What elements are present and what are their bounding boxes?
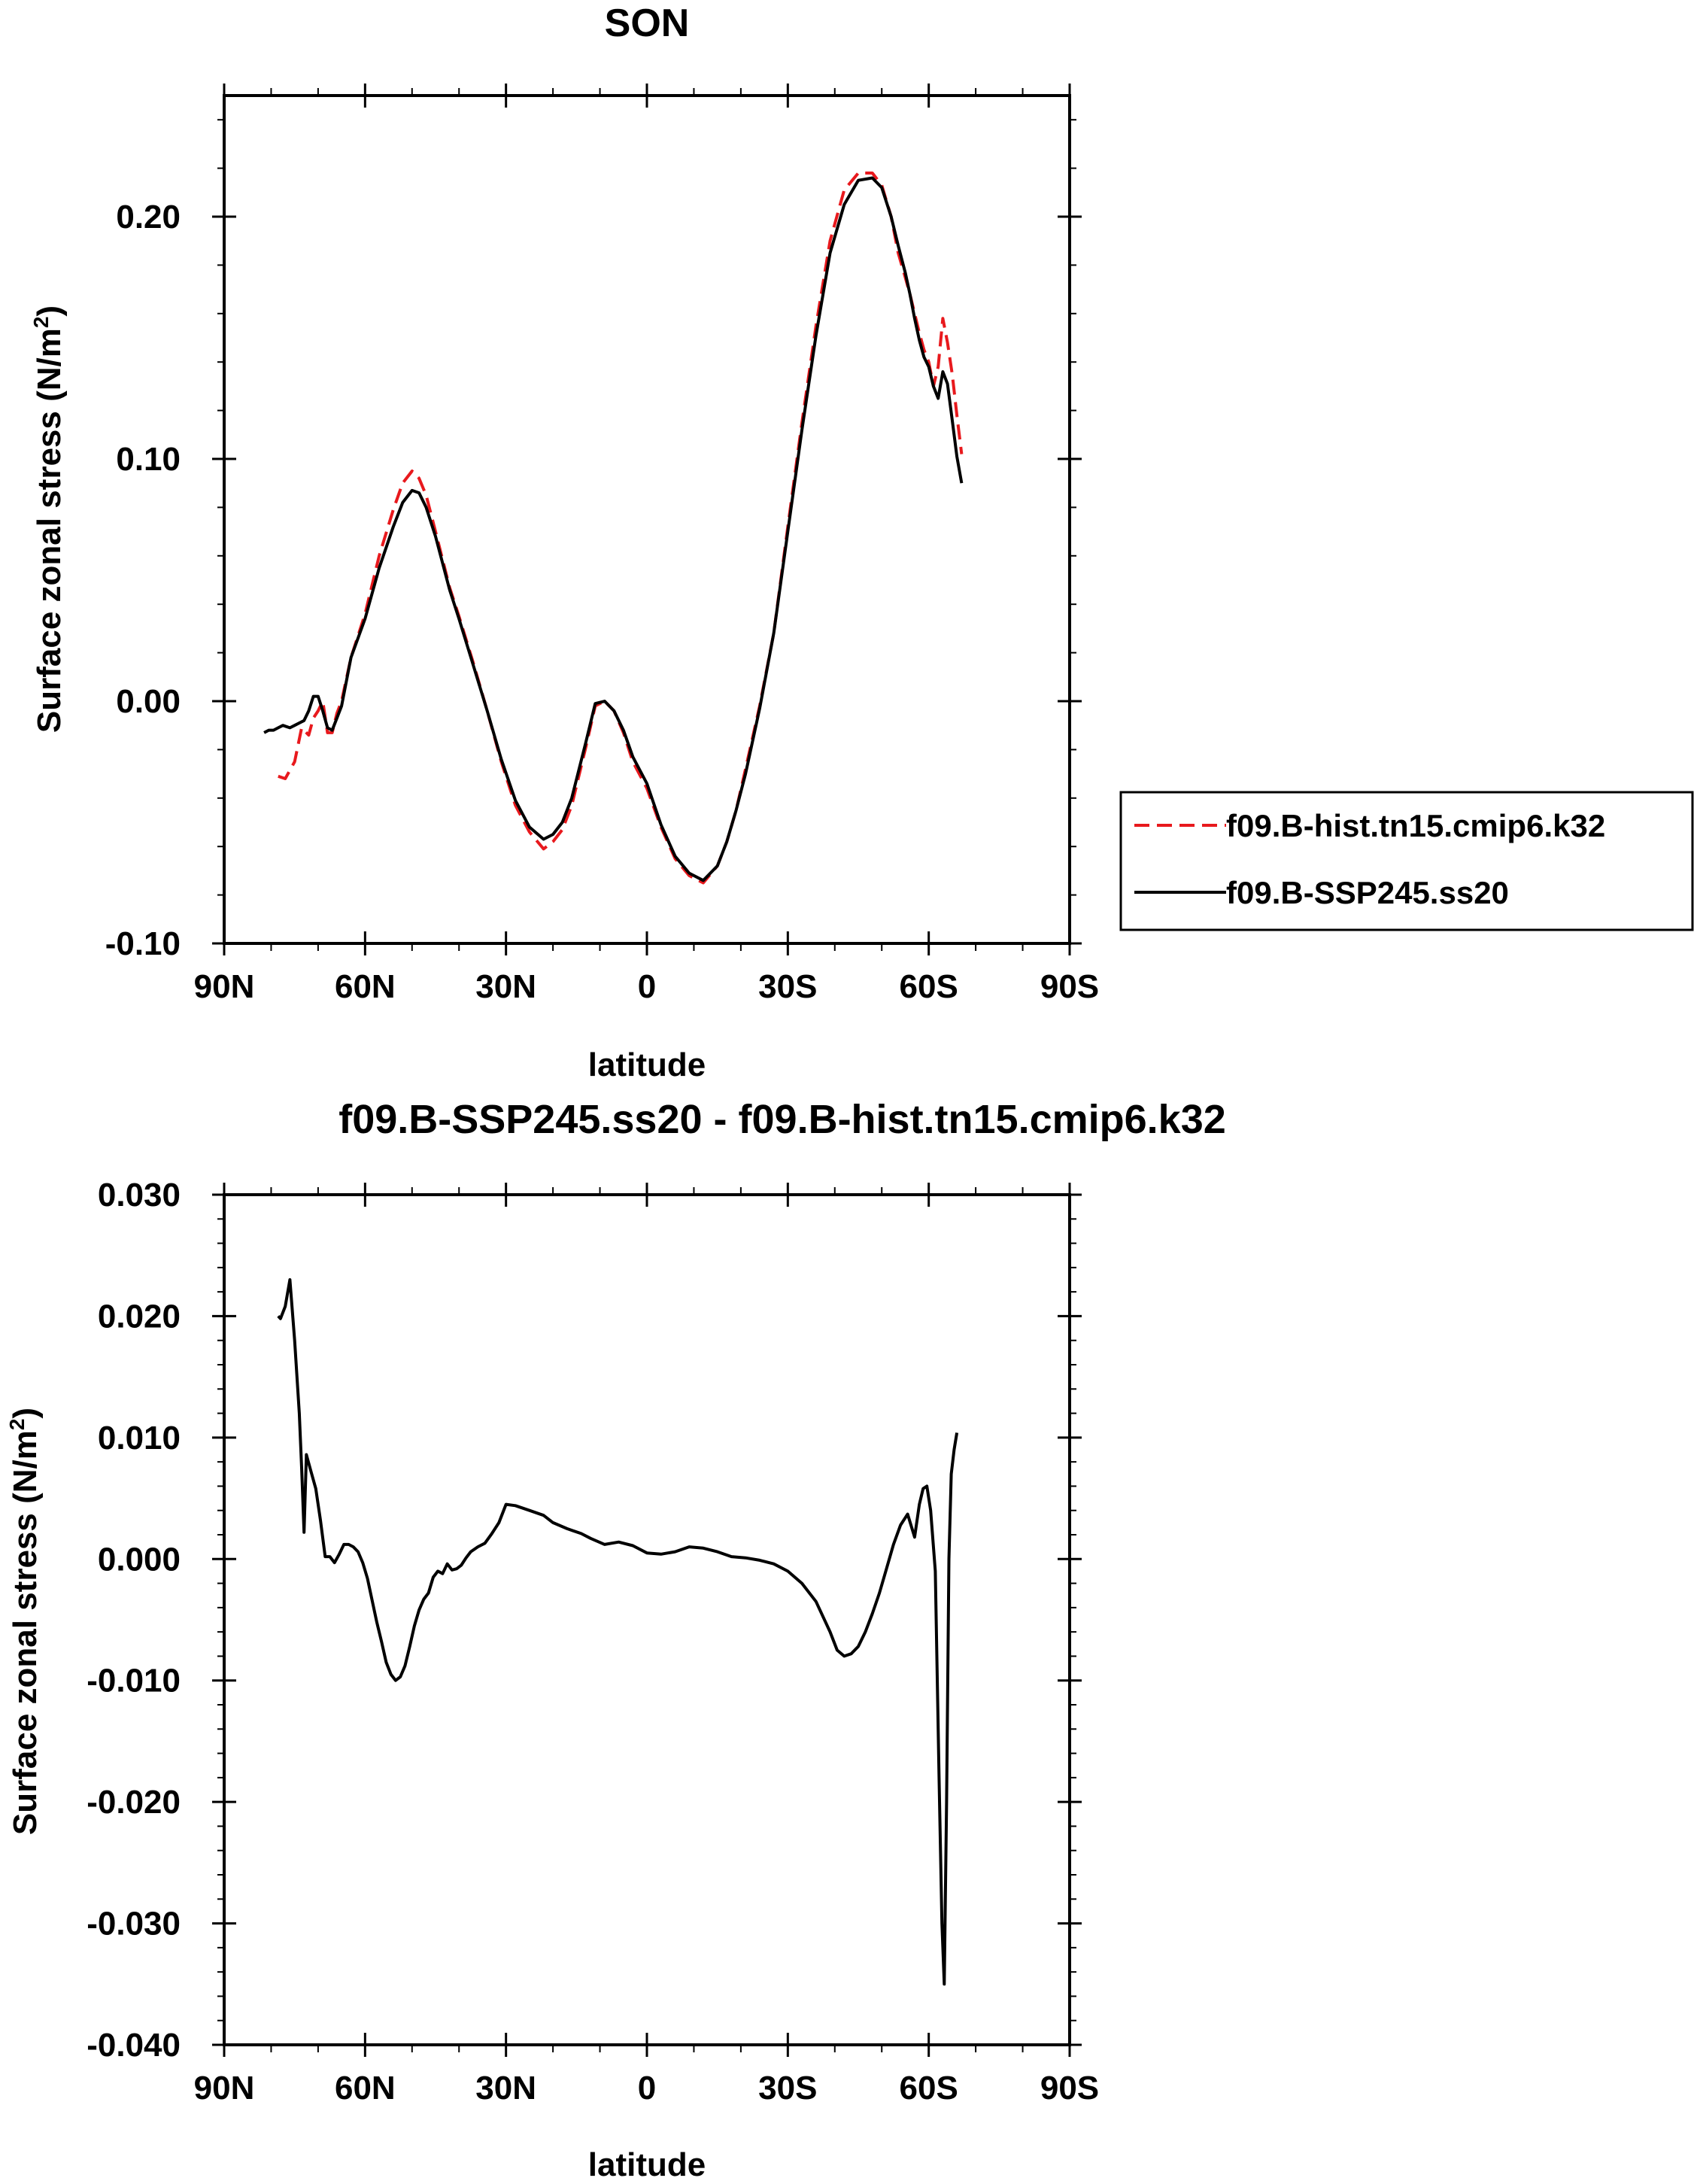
- top-panel-y-axis-label-sup: 2: [29, 317, 53, 329]
- bottom-panel-ticks: [212, 1183, 1082, 2057]
- bottom-panel-y-axis-label: Surface zonal stress (N/m2): [5, 1408, 44, 1835]
- top-panel-y-axis-label-text: Surface zonal stress (N/m: [31, 328, 68, 733]
- top-panel: SON 90N 60N 30N 0 30S 60S 90S -0.10 0.00 0.10 0.2…: [29, 2, 1099, 1083]
- legend-label-ssp: f09.B-SSP245.ss20: [1226, 875, 1509, 910]
- bottom-y-tick-label: 0.000: [98, 1541, 181, 1578]
- legend-label-hist: f09.B-hist.tn15.cmip6.k32: [1226, 808, 1605, 843]
- top-panel-y-tick-labels: -0.10 0.00 0.10 0.20: [105, 199, 181, 962]
- bottom-x-tick-label: 90S: [1040, 2070, 1099, 2107]
- top-x-tick-label: 60S: [900, 968, 958, 1005]
- top-panel-series: [263, 172, 964, 885]
- top-y-tick-label: 0.20: [116, 199, 181, 235]
- bottom-y-tick-label: 0.030: [98, 1177, 181, 1214]
- bottom-x-tick-label: 30N: [475, 2070, 536, 2107]
- top-x-tick-label: 60N: [335, 968, 396, 1005]
- bottom-panel-y-axis-label-text: Surface zonal stress (N/m: [7, 1430, 44, 1835]
- bottom-panel-series: [277, 1278, 959, 1986]
- bottom-series-line-0: [277, 1278, 959, 1986]
- top-x-tick-label: 30S: [758, 968, 817, 1005]
- top-x-tick-label: 0: [638, 968, 656, 1005]
- top-x-tick-label: 90S: [1040, 968, 1099, 1005]
- legend-box: [1119, 791, 1694, 931]
- top-panel-frame: [223, 94, 1071, 945]
- bottom-y-tick-label: 0.020: [98, 1298, 181, 1335]
- bottom-panel-y-axis-label-sup: 2: [5, 1419, 29, 1431]
- bottom-panel-y-tick-labels: -0.040 -0.030 -0.020 -0.010 0.000 0.010 0.020 0…: [87, 1177, 181, 2064]
- bottom-y-tick-label: -0.030: [87, 1906, 181, 1943]
- top-panel-title: SON: [605, 2, 690, 45]
- bottom-x-tick-label: 90N: [194, 2070, 255, 2107]
- bottom-panel-x-axis-label: latitude: [588, 2146, 706, 2183]
- bottom-x-tick-label: 60S: [900, 2070, 958, 2107]
- bottom-panel-frame: [223, 1193, 1071, 2046]
- bottom-y-tick-label: -0.040: [87, 2027, 181, 2064]
- legend: f09.B-hist.tn15.cmip6.k32 f09.B-SSP245.s…: [1119, 791, 1694, 931]
- bottom-y-tick-label: 0.010: [98, 1420, 181, 1457]
- bottom-panel-x-tick-labels: 90N 60N 30N 0 30S 60S 90S: [194, 2070, 1100, 2107]
- top-x-tick-label: 90N: [194, 968, 255, 1005]
- top-x-tick-label: 30N: [475, 968, 536, 1005]
- bottom-panel-title: f09.B-SSP245.ss20 - f09.B-hist.tn15.cmip…: [338, 1097, 1226, 1142]
- bottom-panel: f09.B-SSP245.ss20 - f09.B-hist.tn15.cmip…: [5, 1097, 1226, 2183]
- bottom-y-tick-label: -0.020: [87, 1784, 181, 1821]
- top-panel-x-tick-labels: 90N 60N 30N 0 30S 60S 90S: [194, 968, 1100, 1005]
- bottom-x-tick-label: 60N: [335, 2070, 396, 2107]
- top-series-line-1: [263, 176, 964, 882]
- top-series-line-0: [278, 172, 964, 885]
- bottom-y-tick-label: -0.010: [87, 1663, 181, 1700]
- top-y-tick-label: 0.00: [116, 683, 181, 720]
- top-panel-x-axis-label: latitude: [588, 1046, 706, 1083]
- bottom-panel-y-axis-label-close: ): [7, 1408, 44, 1419]
- top-panel-y-axis-label-close: ): [31, 305, 68, 317]
- top-panel-ticks: [212, 84, 1082, 955]
- top-panel-y-axis-label: Surface zonal stress (N/m2): [29, 305, 68, 733]
- top-y-tick-label: -0.10: [105, 925, 181, 962]
- bottom-x-tick-label: 30S: [758, 2070, 817, 2107]
- bottom-x-tick-label: 0: [638, 2070, 656, 2107]
- top-y-tick-label: 0.10: [116, 441, 181, 478]
